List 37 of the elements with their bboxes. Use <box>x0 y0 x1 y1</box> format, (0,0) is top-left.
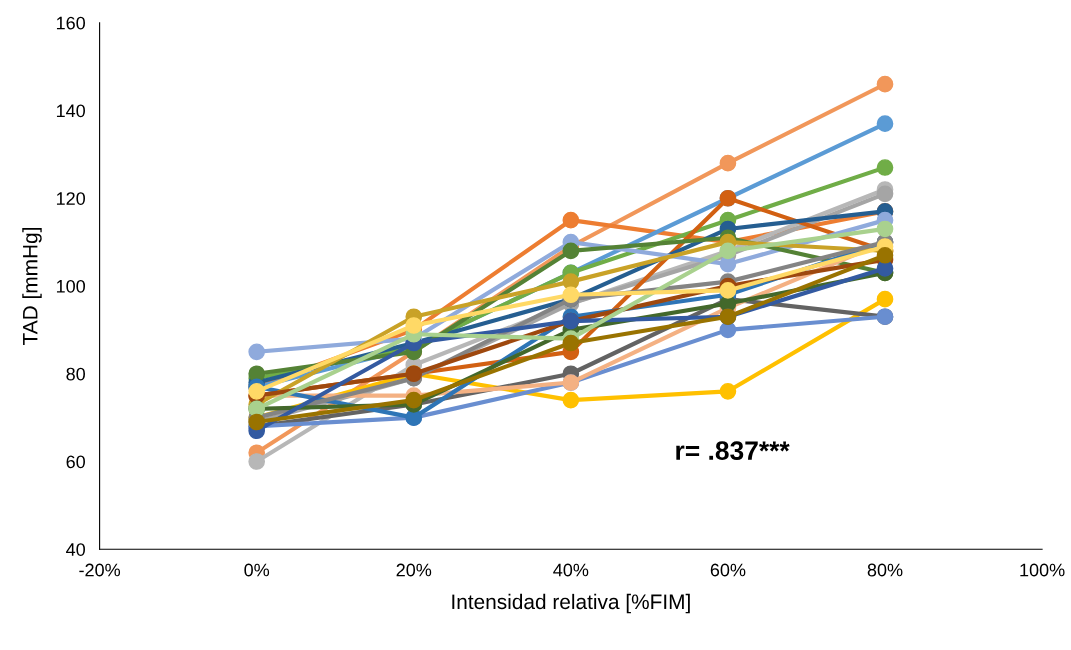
x-axis-title: Intensidad relativa [%FIM] <box>452 593 690 614</box>
point <box>719 382 737 400</box>
x-tick-label: 0% <box>244 563 270 577</box>
point <box>562 286 580 304</box>
y-tick-label: 80 <box>66 367 86 381</box>
point <box>562 211 580 229</box>
point <box>876 75 894 93</box>
y-tick-label: 160 <box>56 16 86 30</box>
point <box>876 185 894 203</box>
y-tick-label: 40 <box>66 543 86 556</box>
point <box>719 282 737 299</box>
x-tick-label: 100% <box>1020 563 1065 577</box>
point <box>405 391 423 409</box>
point <box>719 154 737 172</box>
point <box>876 220 894 238</box>
point <box>248 453 266 470</box>
point <box>248 343 266 361</box>
y-tick-label: 140 <box>56 104 86 118</box>
point <box>562 391 580 409</box>
x-tick-label: -20% <box>79 563 121 577</box>
point <box>876 290 894 308</box>
y-axis-title: TAD [mmHg] <box>22 228 42 345</box>
point <box>876 246 894 264</box>
y-tick-label: 120 <box>56 192 86 205</box>
y-tick-label: 60 <box>66 455 86 469</box>
x-tick-label: 20% <box>396 563 432 577</box>
x-tick-label: 80% <box>867 563 903 577</box>
point <box>248 382 266 400</box>
point <box>562 242 580 260</box>
point <box>405 317 423 334</box>
point <box>876 159 894 176</box>
x-tick-label: 40% <box>553 563 589 577</box>
point <box>876 115 894 132</box>
annotation: r= .837*** <box>676 441 790 461</box>
point <box>562 334 580 352</box>
x-tick-label: 60% <box>710 563 746 577</box>
y-tick-label: 100 <box>56 279 86 293</box>
